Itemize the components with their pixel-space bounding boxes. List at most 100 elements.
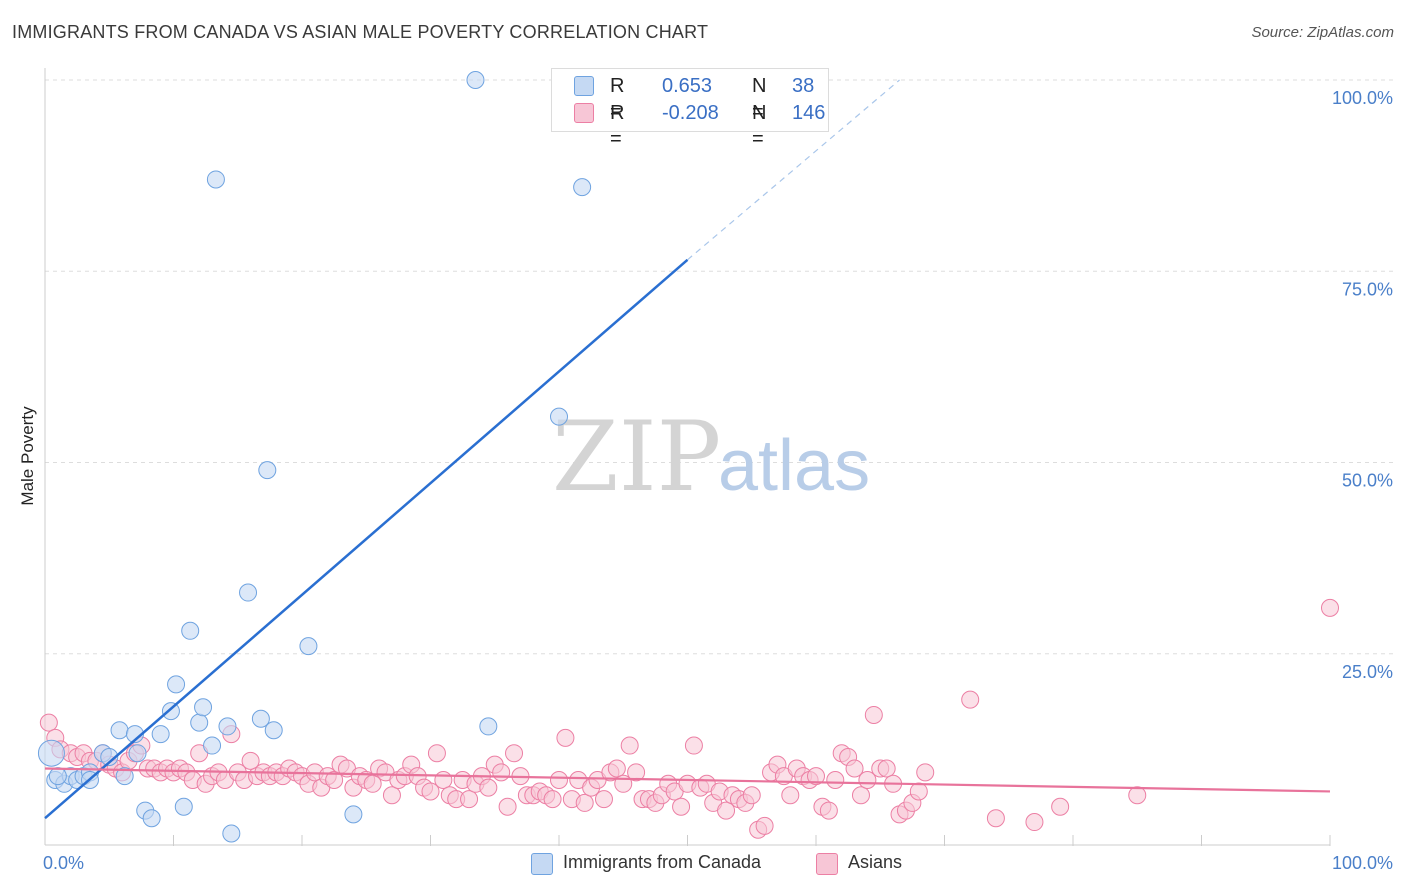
canada-point	[161, 702, 180, 721]
bottom-legend-swatch-canada	[531, 853, 553, 875]
bottom-legend-label-asians: Asians	[848, 852, 903, 872]
asians-point	[851, 786, 870, 805]
asians-point	[427, 744, 446, 763]
canada-point	[218, 717, 237, 736]
asians-point	[717, 801, 736, 820]
trend-lines	[44, 79, 1331, 820]
legend-r-label: R =	[610, 102, 625, 150]
canada-point	[479, 717, 498, 736]
asians-point	[1051, 797, 1070, 816]
asians-point	[550, 770, 568, 789]
canada-point	[344, 805, 363, 824]
asians-point	[1128, 786, 1147, 805]
y-tick-label: 25.0%	[1342, 662, 1393, 682]
legend-r-value: 0.653	[662, 75, 713, 97]
canada-point	[100, 748, 119, 767]
bottom-legend-swatch-asians	[816, 853, 838, 875]
asians-point	[627, 763, 646, 782]
asians-point	[39, 713, 58, 732]
asians-point	[434, 770, 453, 789]
canada-point	[128, 744, 147, 763]
bottom-legend-label-canada: Immigrants from Canada	[563, 852, 762, 872]
asians-point	[742, 786, 761, 805]
asians-point	[986, 809, 1005, 828]
asians-point	[479, 778, 498, 797]
asians-point	[684, 736, 703, 755]
asians-point	[807, 767, 825, 786]
chart-title: IMMIGRANTS FROM CANADA VS ASIAN MALE POV…	[12, 22, 709, 42]
y-axis-label: Male Poverty	[18, 406, 37, 506]
grid	[45, 79, 1395, 655]
canada-point	[251, 709, 270, 728]
canada-points	[37, 71, 592, 843]
asians-point	[916, 763, 935, 782]
canada-point	[466, 71, 485, 89]
asians-point	[498, 797, 517, 816]
legend-r-value: -0.208	[662, 102, 719, 124]
canada-point	[258, 461, 277, 480]
watermark-atlas: atlas	[718, 426, 870, 506]
canada-point	[239, 583, 258, 602]
canada-point	[190, 713, 209, 732]
canada-point	[174, 797, 193, 816]
asians-point	[826, 770, 845, 789]
asians-point	[382, 786, 401, 805]
asians-point	[325, 770, 344, 789]
asians-point	[620, 736, 639, 755]
asians-point	[505, 744, 524, 763]
y-tick-label: 50.0%	[1342, 471, 1393, 491]
tick-labels: 25.0% 50.0% 75.0% 100.0% 0.0% 100.0%	[43, 88, 1393, 873]
asians-point	[594, 790, 613, 809]
canada-point	[48, 767, 67, 786]
watermark-zip: ZIP	[552, 401, 721, 513]
canada-point	[264, 721, 283, 740]
asians-point	[877, 759, 896, 778]
legend-n-value: 38	[792, 75, 815, 97]
asians-point	[672, 797, 691, 816]
x-tick-label: 0.0%	[43, 853, 84, 873]
asians-point	[1321, 598, 1339, 617]
asians-point	[575, 793, 594, 812]
legend-swatch-canada	[574, 76, 594, 96]
canada-point	[222, 824, 241, 843]
asians-point	[1025, 813, 1044, 832]
y-tick-label: 100.0%	[1332, 88, 1393, 108]
asians-point	[492, 763, 511, 782]
asians-point	[961, 690, 980, 709]
x-tick-label: 100.0%	[1332, 853, 1393, 873]
canada-point	[110, 721, 129, 740]
asians-point	[421, 782, 440, 801]
canada-point	[573, 178, 592, 197]
asians-point	[781, 786, 800, 805]
asians-point	[864, 705, 883, 724]
asians-point	[755, 816, 774, 835]
asians-point	[460, 790, 479, 809]
legend-n-value: 146	[792, 102, 826, 124]
asians-point	[909, 782, 928, 801]
asians-point	[607, 759, 626, 778]
canada-trend-line	[44, 258, 689, 820]
canada-point	[181, 621, 200, 640]
asians-point	[556, 728, 575, 747]
asians-point	[543, 790, 562, 809]
canada-point	[115, 767, 134, 786]
asians-point	[819, 801, 838, 820]
source-label: Source: ZipAtlas.com	[1251, 24, 1394, 41]
asians-point	[241, 751, 260, 770]
asians-points	[39, 598, 1339, 839]
legend-n-label: N =	[752, 102, 767, 150]
canada-point	[206, 170, 225, 189]
canada-point	[167, 675, 186, 694]
canada-point	[37, 739, 65, 767]
canada-point	[203, 736, 222, 755]
y-tick-label: 75.0%	[1342, 279, 1393, 299]
canada-point	[194, 698, 213, 717]
canada-point	[550, 407, 568, 426]
legend-swatch-asians	[574, 103, 594, 123]
canada-trend-extension	[687, 79, 900, 261]
asians-trend-line	[44, 767, 1331, 793]
correlation-legend: R = 0.653 N = 38 R = -0.208 N = 146	[551, 68, 829, 150]
legend-n-label: N =	[752, 75, 767, 123]
canada-point	[151, 725, 170, 744]
